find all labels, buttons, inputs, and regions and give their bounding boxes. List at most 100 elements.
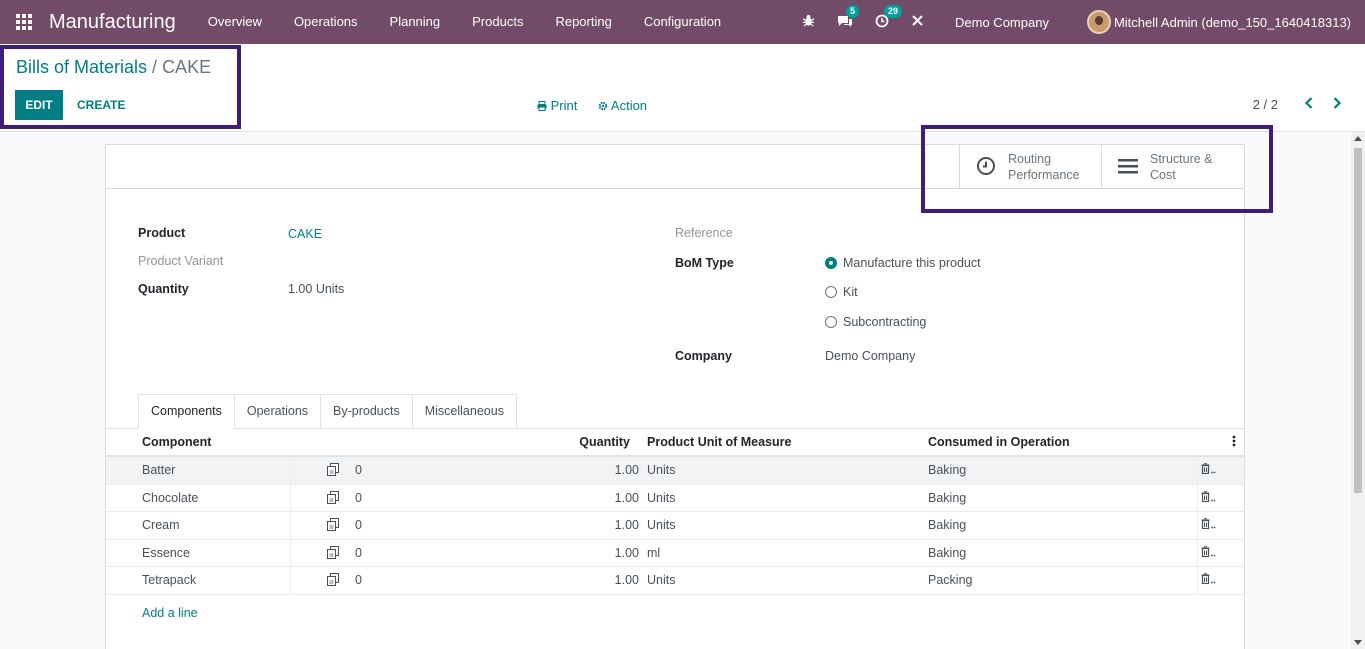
quantity-field[interactable]: 1.00 Units	[288, 282, 344, 296]
tab-operations[interactable]: Operations	[233, 394, 322, 428]
attachment-copy-icon[interactable]	[327, 518, 339, 531]
page-scrollbar[interactable]	[1351, 132, 1365, 649]
cell-consumed-in-operation[interactable]: Packing	[928, 573, 973, 587]
activities-clock-icon[interactable]: 29	[875, 4, 903, 31]
header-consumed-in-operation[interactable]: Consumed in Operation	[928, 435, 1070, 449]
tab-by-products[interactable]: By-products	[320, 394, 413, 428]
control-panel: Bills of Materials / CAKE EDIT CREATE Pr…	[0, 44, 1365, 132]
menu-overview[interactable]: Overview	[207, 14, 262, 29]
column-separator	[1197, 539, 1198, 566]
tab-miscellaneous[interactable]: Miscellaneous	[411, 394, 517, 428]
pager-next-button[interactable]	[1332, 96, 1342, 114]
scroll-down-arrow-icon[interactable]	[1354, 640, 1362, 645]
radio-unchecked-icon	[825, 316, 837, 328]
bom-type-radio-manufacture[interactable]: Manufacture this product	[825, 256, 981, 270]
column-separator	[1197, 512, 1198, 539]
cell-uom[interactable]: Units	[647, 518, 676, 532]
menu-configuration[interactable]: Configuration	[643, 14, 722, 29]
cell-quantity[interactable]: 1.00	[614, 490, 639, 505]
attachment-copy-icon[interactable]	[327, 545, 339, 559]
company-field[interactable]: Demo Company	[825, 349, 916, 363]
attachment-copy-icon[interactable]	[327, 490, 339, 504]
cell-uom[interactable]: Units	[647, 463, 676, 477]
pager-value[interactable]: 2 / 2	[1252, 97, 1278, 112]
cell-quantity[interactable]: 1.00	[614, 463, 639, 477]
breadcrumb-bills-of-materials[interactable]: Bills of Materials	[16, 57, 148, 77]
routing-performance-button[interactable]: Routing Performance	[959, 145, 1101, 189]
create-button[interactable]: CREATE	[77, 98, 126, 112]
trash-icon[interactable]	[1201, 463, 1217, 477]
cell-uom[interactable]: ml	[647, 545, 661, 560]
apps-menu-icon[interactable]	[16, 14, 34, 30]
action-dropdown[interactable]: Action	[598, 98, 647, 113]
header-component[interactable]: Component	[142, 435, 212, 449]
cell-component[interactable]: Cream	[142, 518, 180, 532]
scroll-up-arrow-icon[interactable]	[1354, 136, 1362, 141]
quantity-uom: Units	[315, 282, 345, 296]
trash-icon[interactable]	[1201, 545, 1217, 560]
header-quantity[interactable]: Quantity	[579, 435, 630, 449]
cell-quantity[interactable]: 1.00	[614, 573, 639, 587]
tab-components[interactable]: Components	[138, 394, 235, 429]
product-field[interactable]: CAKE	[288, 227, 323, 241]
cell-consumed-in-operation[interactable]: Baking	[928, 545, 967, 560]
navbar-systray: 5 29 Demo Company Mitchell Admin (demo_1…	[791, 0, 1365, 44]
edit-button[interactable]: EDIT	[15, 90, 63, 120]
cell-uom[interactable]: Units	[647, 573, 676, 587]
attachment-copy-icon[interactable]	[327, 463, 339, 476]
top-navbar: Manufacturing Overview Operations Planni…	[0, 0, 1365, 44]
cell-component[interactable]: Essence	[142, 545, 190, 560]
menu-reporting[interactable]: Reporting	[555, 14, 612, 29]
column-separator	[1197, 567, 1198, 594]
cell-quantity[interactable]: 1.00	[614, 545, 639, 560]
print-label: Print	[550, 98, 578, 113]
cell-component[interactable]: Chocolate	[142, 490, 199, 505]
cell-quantity[interactable]: 1.00	[614, 518, 639, 532]
bom-type-radio-subcontracting[interactable]: Subcontracting	[825, 315, 926, 329]
table-row[interactable]: Cream 0 1.00 Units Baking	[106, 512, 1244, 540]
breadcrumb-separator: /	[147, 57, 163, 77]
bom-type-radio-kit[interactable]: Kit	[825, 285, 858, 299]
cell-attachment-count: 0	[355, 518, 362, 532]
menu-products[interactable]: Products	[472, 14, 524, 29]
table-header: Component Quantity Product Unit of Measu…	[106, 429, 1244, 457]
column-separator	[290, 484, 291, 511]
scroll-thumb[interactable]	[1354, 148, 1362, 493]
attachment-copy-icon[interactable]	[327, 573, 339, 586]
trash-icon[interactable]	[1201, 518, 1217, 532]
debug-bug-icon[interactable]	[802, 14, 815, 30]
table-row[interactable]: Tetrapack 0 1.00 Units Packing	[106, 567, 1244, 595]
quantity-label: Quantity	[138, 282, 189, 296]
pager-previous-button[interactable]	[1304, 96, 1314, 114]
structure-cost-button[interactable]: Structure & Cost	[1101, 145, 1243, 189]
user-avatar	[1086, 10, 1111, 34]
trash-icon[interactable]	[1201, 573, 1217, 587]
notebook-tabs: Components Operations By-products Miscel…	[138, 394, 517, 429]
cell-component[interactable]: Tetrapack	[142, 573, 197, 587]
messages-chat-icon[interactable]: 5	[837, 4, 860, 31]
menu-operations[interactable]: Operations	[293, 14, 358, 29]
product-variant-label: Product Variant	[138, 254, 224, 268]
cell-consumed-in-operation[interactable]: Baking	[928, 463, 967, 477]
bom-type-option-label: Kit	[843, 285, 858, 299]
trash-icon[interactable]	[1201, 490, 1217, 505]
cell-consumed-in-operation[interactable]: Baking	[928, 518, 967, 532]
bom-type-label: BoM Type	[675, 256, 734, 270]
print-dropdown[interactable]: Print	[537, 98, 577, 113]
add-a-line-link[interactable]: Add a line	[142, 606, 198, 620]
company-switcher[interactable]: Demo Company	[955, 14, 1049, 30]
cell-consumed-in-operation[interactable]: Baking	[928, 490, 967, 505]
table-row[interactable]: Chocolate 0 1.00 Units Baking	[106, 484, 1244, 512]
cell-component[interactable]: Batter	[142, 463, 176, 477]
cell-uom[interactable]: Units	[647, 490, 676, 505]
menu-planning[interactable]: Planning	[389, 14, 441, 29]
tools-icon[interactable]	[911, 14, 924, 30]
optional-columns-icon[interactable]	[1232, 434, 1236, 451]
header-uom[interactable]: Product Unit of Measure	[647, 435, 792, 449]
table-row[interactable]: Essence 0 1.00 ml Baking	[106, 539, 1244, 567]
user-menu[interactable]: Mitchell Admin (demo_150_1640418313)	[1086, 10, 1351, 34]
app-title[interactable]: Manufacturing	[49, 10, 176, 33]
cell-attachment-count: 0	[355, 490, 362, 505]
quantity-value: 1.00	[288, 282, 313, 296]
table-row[interactable]: Batter 0 1.00 Units Baking	[106, 457, 1244, 485]
